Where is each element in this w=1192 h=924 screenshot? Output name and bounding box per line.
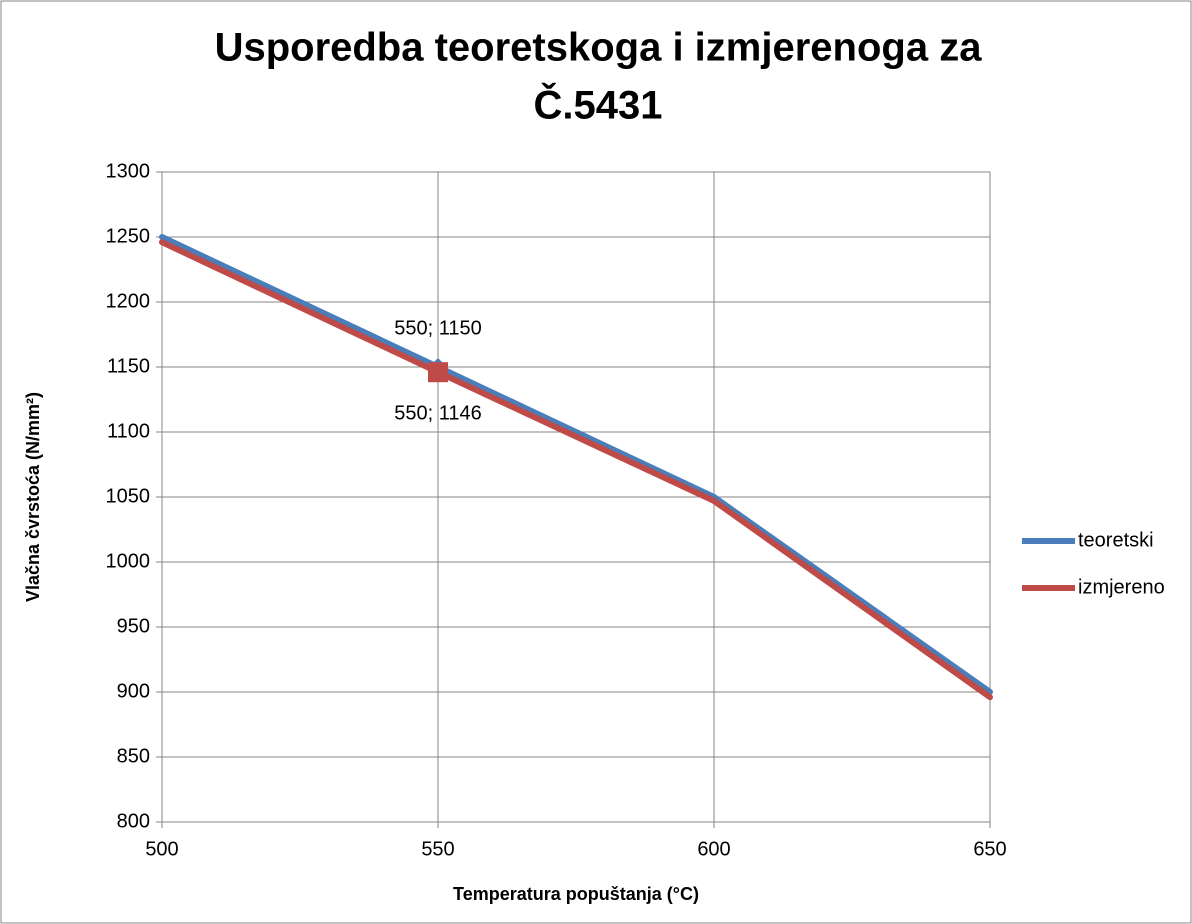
y-tick-label: 1250: [106, 225, 151, 247]
chart-title: Usporedba teoretskoga i izmjerenoga za: [215, 26, 983, 70]
y-tick-label: 1150: [107, 355, 150, 377]
x-tick-label: 600: [697, 838, 730, 860]
x-tick-label: 650: [973, 838, 1006, 860]
series-line: [159, 239, 993, 701]
legend-label: teoretski: [1078, 529, 1154, 551]
y-tick-label: 900: [117, 680, 150, 702]
data-label: 550; 1150: [394, 317, 482, 339]
y-tick-label: 1300: [106, 160, 151, 182]
y-tick-label: 1100: [107, 420, 150, 442]
chart-title: Č.5431: [534, 82, 663, 128]
y-tick-label: 1050: [106, 485, 151, 507]
series-line: [159, 234, 993, 695]
x-tick-label: 500: [145, 838, 178, 860]
legend-label: izmjereno: [1078, 576, 1165, 598]
y-axis-title: Vlačna čvrstoća (N/mm²): [23, 392, 43, 602]
y-tick-label: 1200: [106, 290, 151, 312]
y-tick-label: 1000: [106, 550, 151, 572]
y-tick-label: 800: [117, 810, 150, 832]
x-axis-title: Temperatura popuštanja (°C): [453, 884, 699, 904]
data-label: 550; 1146: [394, 402, 482, 424]
point-marker: [428, 362, 448, 383]
x-tick-label: 550: [421, 838, 454, 860]
y-tick-label: 850: [117, 745, 150, 767]
y-tick-label: 950: [117, 615, 150, 637]
